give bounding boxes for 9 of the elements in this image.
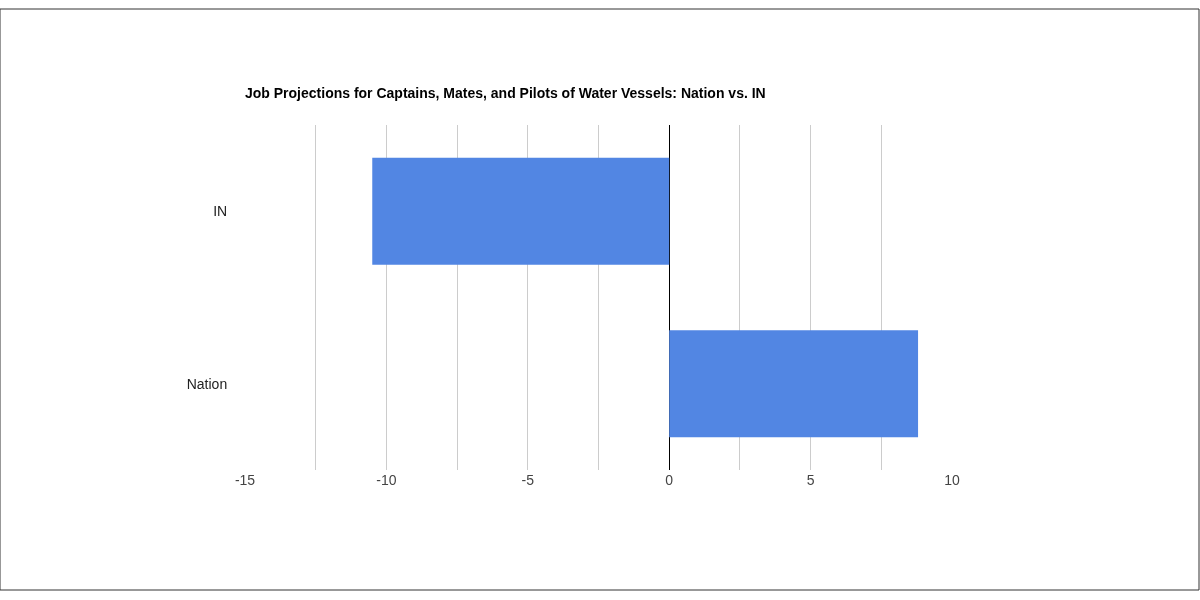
x-tick-label: -5 xyxy=(521,472,535,488)
y-tick-label: Nation xyxy=(186,375,228,392)
chart-title: Job Projections for Captains, Mates, and Pilots of Water Vessels: Nation vs. IN xyxy=(245,84,766,101)
x-tick-label: 10 xyxy=(944,472,960,488)
x-tick-label: 0 xyxy=(665,472,674,488)
x-tick-label: -10 xyxy=(376,472,397,488)
x-tick-label: 5 xyxy=(806,472,815,488)
x-tick-label: -15 xyxy=(234,472,256,488)
y-tick-label: IN xyxy=(213,203,228,220)
